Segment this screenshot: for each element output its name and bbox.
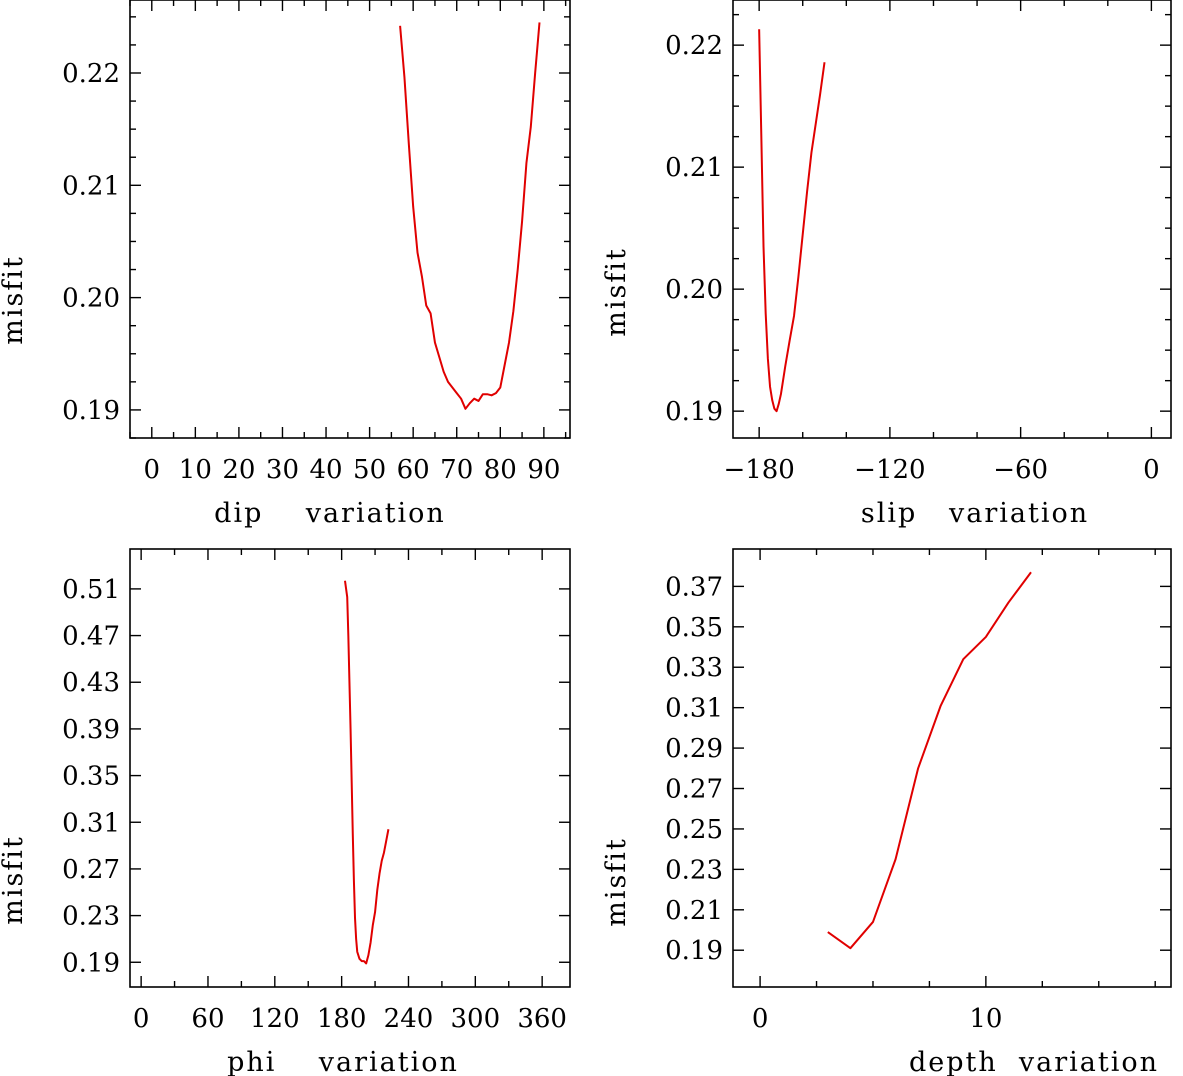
slip-x-axis-title: slip variation [861, 498, 1089, 529]
depth-y-tick-label: 0.33 [665, 653, 723, 683]
phi-y-tick-label: 0.43 [62, 668, 120, 698]
dip-x-tick-label: 50 [353, 455, 386, 485]
dip-misfit-line [399, 22, 541, 410]
phi-y-tick-label: 0.23 [62, 902, 120, 932]
depth-panel: 0 10 0.19 0.21 0.23 0.25 0.27 0.29 0.31 0.33 0.35 0… [601, 548, 1172, 1076]
phi-x-tick-label: 120 [250, 1004, 300, 1034]
slip-y-tick-label: 0.21 [665, 153, 723, 183]
phi-x-tick-label: 300 [450, 1004, 500, 1034]
phi-y-tick-label: 0.19 [62, 948, 120, 978]
dip-x-tick-label: 80 [484, 455, 517, 485]
slip-x-tick-label: −60 [993, 455, 1048, 485]
depth-y-tick-label: 0.31 [665, 694, 723, 724]
dip-x-tick-label: 70 [440, 455, 473, 485]
depth-y-tick-label: 0.27 [665, 775, 723, 805]
dip-x-tick-label: 60 [397, 455, 430, 485]
dip-y-tick-label: 0.20 [62, 284, 120, 314]
slip-x-tick-label: −180 [723, 455, 794, 485]
phi-y-tick-label: 0.27 [62, 855, 120, 885]
phi-panel: 0 60 120 180 240 300 360 0.19 0.23 0.27 0.31 0.35 0.… [0, 548, 571, 1076]
phi-y-tick-label: 0.39 [62, 715, 120, 745]
depth-y-tick-label: 0.29 [665, 734, 723, 764]
slip-x-tick-label: −120 [854, 455, 925, 485]
slip-misfit-line [758, 29, 826, 413]
slip-plot-frame [732, 0, 1172, 439]
dip-panel: 0 10 20 30 40 50 60 70 80 90 0.19 0.20 0.21 0.22 dip v… [0, 0, 571, 529]
dip-x-tick-label: 10 [179, 455, 212, 485]
phi-y-tick-label: 0.51 [62, 575, 120, 605]
dip-y-tick-label: 0.22 [62, 59, 120, 89]
depth-x-tick-label: 10 [969, 1004, 1002, 1034]
dip-y-axis-title: misfit [0, 255, 29, 345]
dip-y-tick-label: 0.21 [62, 171, 120, 201]
depth-y-axis-title: misfit [601, 837, 632, 927]
depth-misfit-line [827, 571, 1032, 950]
phi-x-tick-label: 0 [133, 1004, 150, 1034]
phi-x-tick-label: 360 [517, 1004, 567, 1034]
depth-y-tick-label: 0.25 [665, 815, 723, 845]
slip-y-tick-label: 0.19 [665, 397, 723, 427]
dip-x-tick-label: 0 [144, 455, 161, 485]
dip-x-tick-label: 40 [309, 455, 342, 485]
slip-y-axis-title: misfit [601, 247, 632, 337]
phi-y-tick-label: 0.35 [62, 762, 120, 792]
phi-x-tick-label: 240 [384, 1004, 434, 1034]
dip-x-tick-label: 20 [222, 455, 255, 485]
dip-plot-frame [129, 0, 571, 439]
depth-y-tick-label: 0.37 [665, 572, 723, 602]
slip-y-tick-label: 0.22 [665, 31, 723, 61]
phi-x-tick-label: 180 [317, 1004, 367, 1034]
depth-y-tick-label: 0.35 [665, 613, 723, 643]
depth-plot-frame [732, 548, 1172, 988]
phi-x-tick-label: 60 [191, 1004, 224, 1034]
phi-y-axis-title: misfit [0, 835, 29, 925]
depth-y-tick-label: 0.21 [665, 896, 723, 926]
depth-y-tick-label: 0.19 [665, 936, 723, 966]
depth-x-tick-label: 0 [752, 1004, 769, 1034]
dip-y-tick-label: 0.19 [62, 396, 120, 426]
dip-x-tick-label: 90 [527, 455, 560, 485]
slip-y-tick-label: 0.20 [665, 275, 723, 305]
depth-x-axis-title: depth variation [909, 1047, 1159, 1076]
slip-panel: −180 −120 −60 0 0.19 0.20 0.21 0.22 slip variati… [601, 0, 1172, 529]
phi-plot-frame [129, 548, 571, 988]
phi-y-tick-label: 0.31 [62, 808, 120, 838]
phi-y-tick-label: 0.47 [62, 622, 120, 652]
depth-y-tick-label: 0.23 [665, 855, 723, 885]
dip-x-axis-title: dip variation [214, 498, 446, 529]
phi-x-axis-title: phi variation [227, 1047, 459, 1076]
phi-misfit-line [343, 580, 390, 965]
slip-x-tick-label: 0 [1143, 455, 1160, 485]
dip-x-tick-label: 30 [266, 455, 299, 485]
